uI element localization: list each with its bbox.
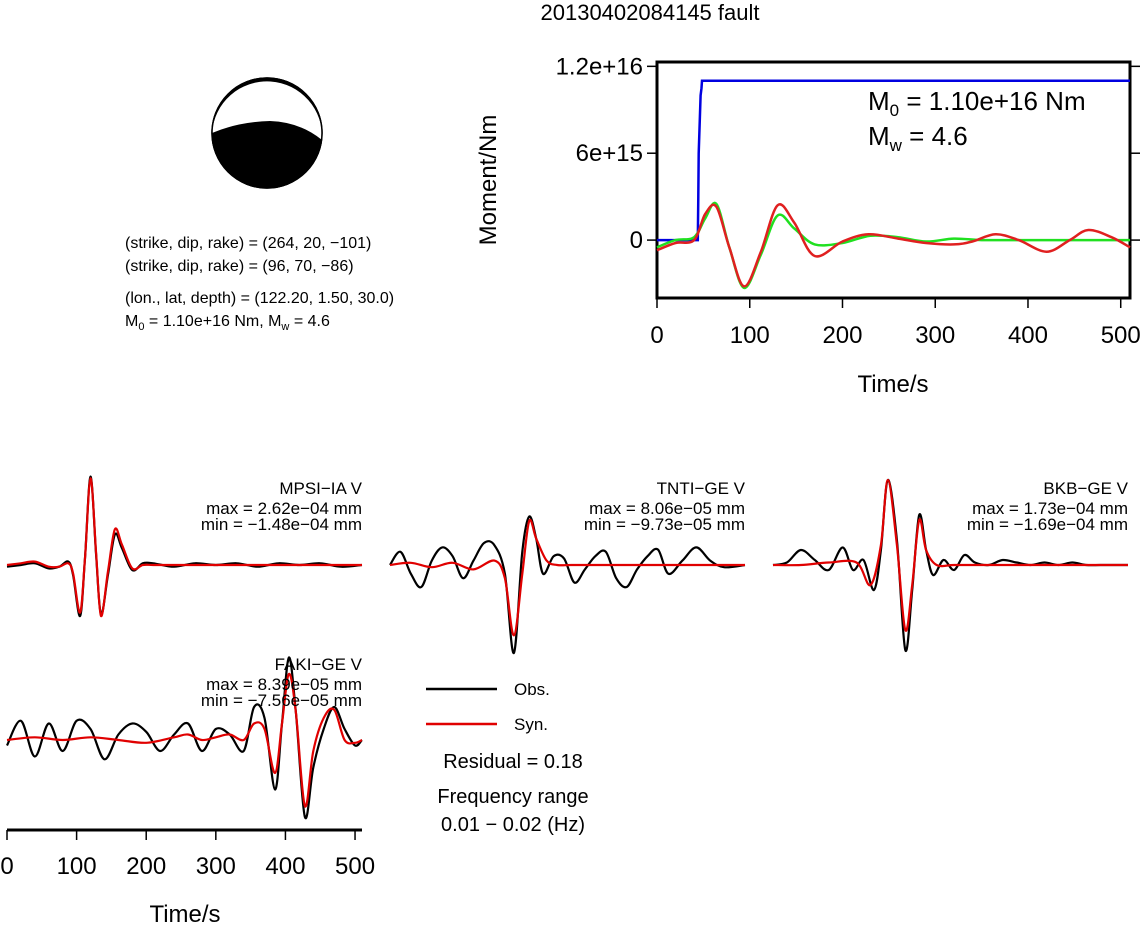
synthetic-trace-bkb: [772, 478, 1128, 632]
moment-y-tick-label: 1.2e+16: [556, 53, 643, 80]
moment-mw-annotation: Mw = 4.6: [868, 121, 968, 155]
moment-y-label: Moment/Nm: [475, 115, 502, 246]
station-min-tnti: min = −9.73e−05 mm: [584, 515, 745, 534]
station-label-bkb: BKB−GE V: [1043, 479, 1128, 498]
moment-x-tick-label: 100: [730, 322, 770, 349]
waveform-x-tick-label: 300: [196, 853, 236, 880]
legend-frequency-title: Frequency range: [437, 786, 588, 808]
station-max-faki: max = 8.39e−05 mm: [206, 675, 362, 694]
moment-line-red: [656, 203, 1131, 288]
mechanism-line-1: (strike, dip, rake) = (264, 20, −101): [125, 235, 371, 252]
station-label-mpsi: MPSI−IA V: [279, 479, 362, 498]
moment-x-tick-label: 300: [915, 322, 955, 349]
moment-x-tick-label: 0: [650, 322, 663, 349]
moment-y-tick-label: 0: [630, 227, 643, 254]
station-label-faki: FAKI−GE V: [275, 655, 363, 674]
mechanism-line-2: (strike, dip, rake) = (96, 70, −86): [125, 258, 354, 275]
moment-x-tick-label: 400: [1008, 322, 1048, 349]
legend-residual: Residual = 0.18: [443, 751, 583, 773]
moment-x-tick-label: 500: [1101, 322, 1141, 349]
waveform-x-label: Time/s: [149, 901, 220, 926]
moment-m0-annotation: M0 = 1.10e+16 Nm: [868, 86, 1086, 120]
synthetic-trace-tnti: [389, 518, 745, 637]
moment-x-label: Time/s: [857, 371, 928, 398]
mechanism-magnitude: M0 = 1.10e+16 Nm, Mw = 4.6: [125, 313, 330, 333]
moment-chart: 0 100 200 300 400 500 0 6e+15 1.2e+16 M0 = 1.10e…: [475, 53, 1141, 398]
station-min-mpsi: min = −1.48e−04 mm: [201, 515, 362, 534]
station-min-faki: min = −7.56e−05 mm: [201, 691, 362, 710]
moment-series: [656, 79, 1131, 290]
waveform-x-tick-label: 400: [265, 853, 305, 880]
legend-obs-label: Obs.: [514, 680, 550, 699]
moment-y-tick-label: 6e+15: [576, 140, 643, 167]
waveform-x-tick-label: 100: [57, 853, 97, 880]
station-max-mpsi: max = 2.62e−04 mm: [206, 499, 362, 518]
station-min-bkb: min = −1.69e−04 mm: [967, 515, 1128, 534]
waveform-x-tick-label: 500: [335, 853, 375, 880]
waveform-x-tick-label: 0: [0, 853, 13, 880]
moment-plot-frame: [655, 60, 1132, 300]
station-max-tnti: max = 8.06e−05 mm: [589, 499, 745, 518]
moment-axis-ticks: 0 100 200 300 400 500 0 6e+15 1.2e+16: [556, 53, 1141, 349]
station-label-tnti: TNTI−GE V: [657, 479, 746, 498]
observed-trace-faki: [6, 656, 363, 820]
legend: Obs. Syn. Residual = 0.18 Frequency rang…: [426, 680, 589, 836]
waveform-x-tick-label: 200: [126, 853, 166, 880]
observed-trace-tnti: [389, 515, 746, 655]
station-max-bkb: max = 1.73e−04 mm: [972, 499, 1128, 518]
synthetic-trace-mpsi: [6, 477, 362, 618]
beach-ball-icon: [211, 77, 323, 189]
synthetic-trace-faki: [6, 672, 363, 808]
legend-syn-label: Syn.: [514, 715, 548, 734]
waveform-x-axis: 0 100 200 300 400 500: [0, 828, 375, 880]
legend-frequency-range: 0.01 − 0.02 (Hz): [441, 814, 585, 836]
moment-x-tick-label: 200: [822, 322, 862, 349]
figure-title: 20130402084145 fault: [541, 0, 760, 25]
mechanism-info: (strike, dip, rake) = (264, 20, −101) (s…: [125, 235, 394, 333]
mechanism-line-3: (lon., lat, depth) = (122.20, 1.50, 30.0…: [125, 290, 394, 307]
